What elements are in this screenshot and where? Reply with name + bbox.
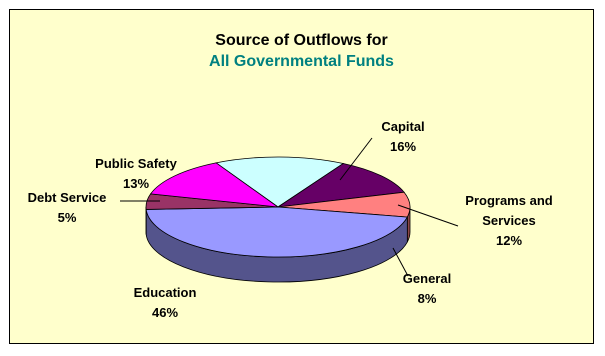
slice-category-label: Education <box>134 285 197 300</box>
leader-line <box>339 137 373 181</box>
slice-percent-label: 8% <box>418 291 437 306</box>
leader-line <box>392 247 409 277</box>
pie-slice-programs-and-services <box>277 163 405 208</box>
pie-slice-education <box>145 206 408 258</box>
slice-category-label: General <box>403 271 451 286</box>
pie-slice-public-safety <box>149 162 280 208</box>
slice-category-label: Public Safety <box>95 156 177 171</box>
slice-percent-label: 12% <box>496 233 522 248</box>
slice-category-label: Debt Service <box>28 190 107 205</box>
slice-percent-label: 46% <box>152 305 178 320</box>
leader-line <box>397 204 459 227</box>
pie-slice-capital <box>215 156 345 208</box>
chart-title: Source of Outflows for <box>215 32 388 49</box>
slice-percent-label: 16% <box>390 139 416 154</box>
slice-category-label: Services <box>482 213 536 228</box>
slice-category-label: Capital <box>381 119 424 134</box>
slice-category-label: Programs and <box>465 193 552 208</box>
slice-percent-label: 13% <box>123 176 149 191</box>
chart-subtitle: All Governmental Funds <box>209 53 394 70</box>
slice-percent-label: 5% <box>58 210 77 225</box>
